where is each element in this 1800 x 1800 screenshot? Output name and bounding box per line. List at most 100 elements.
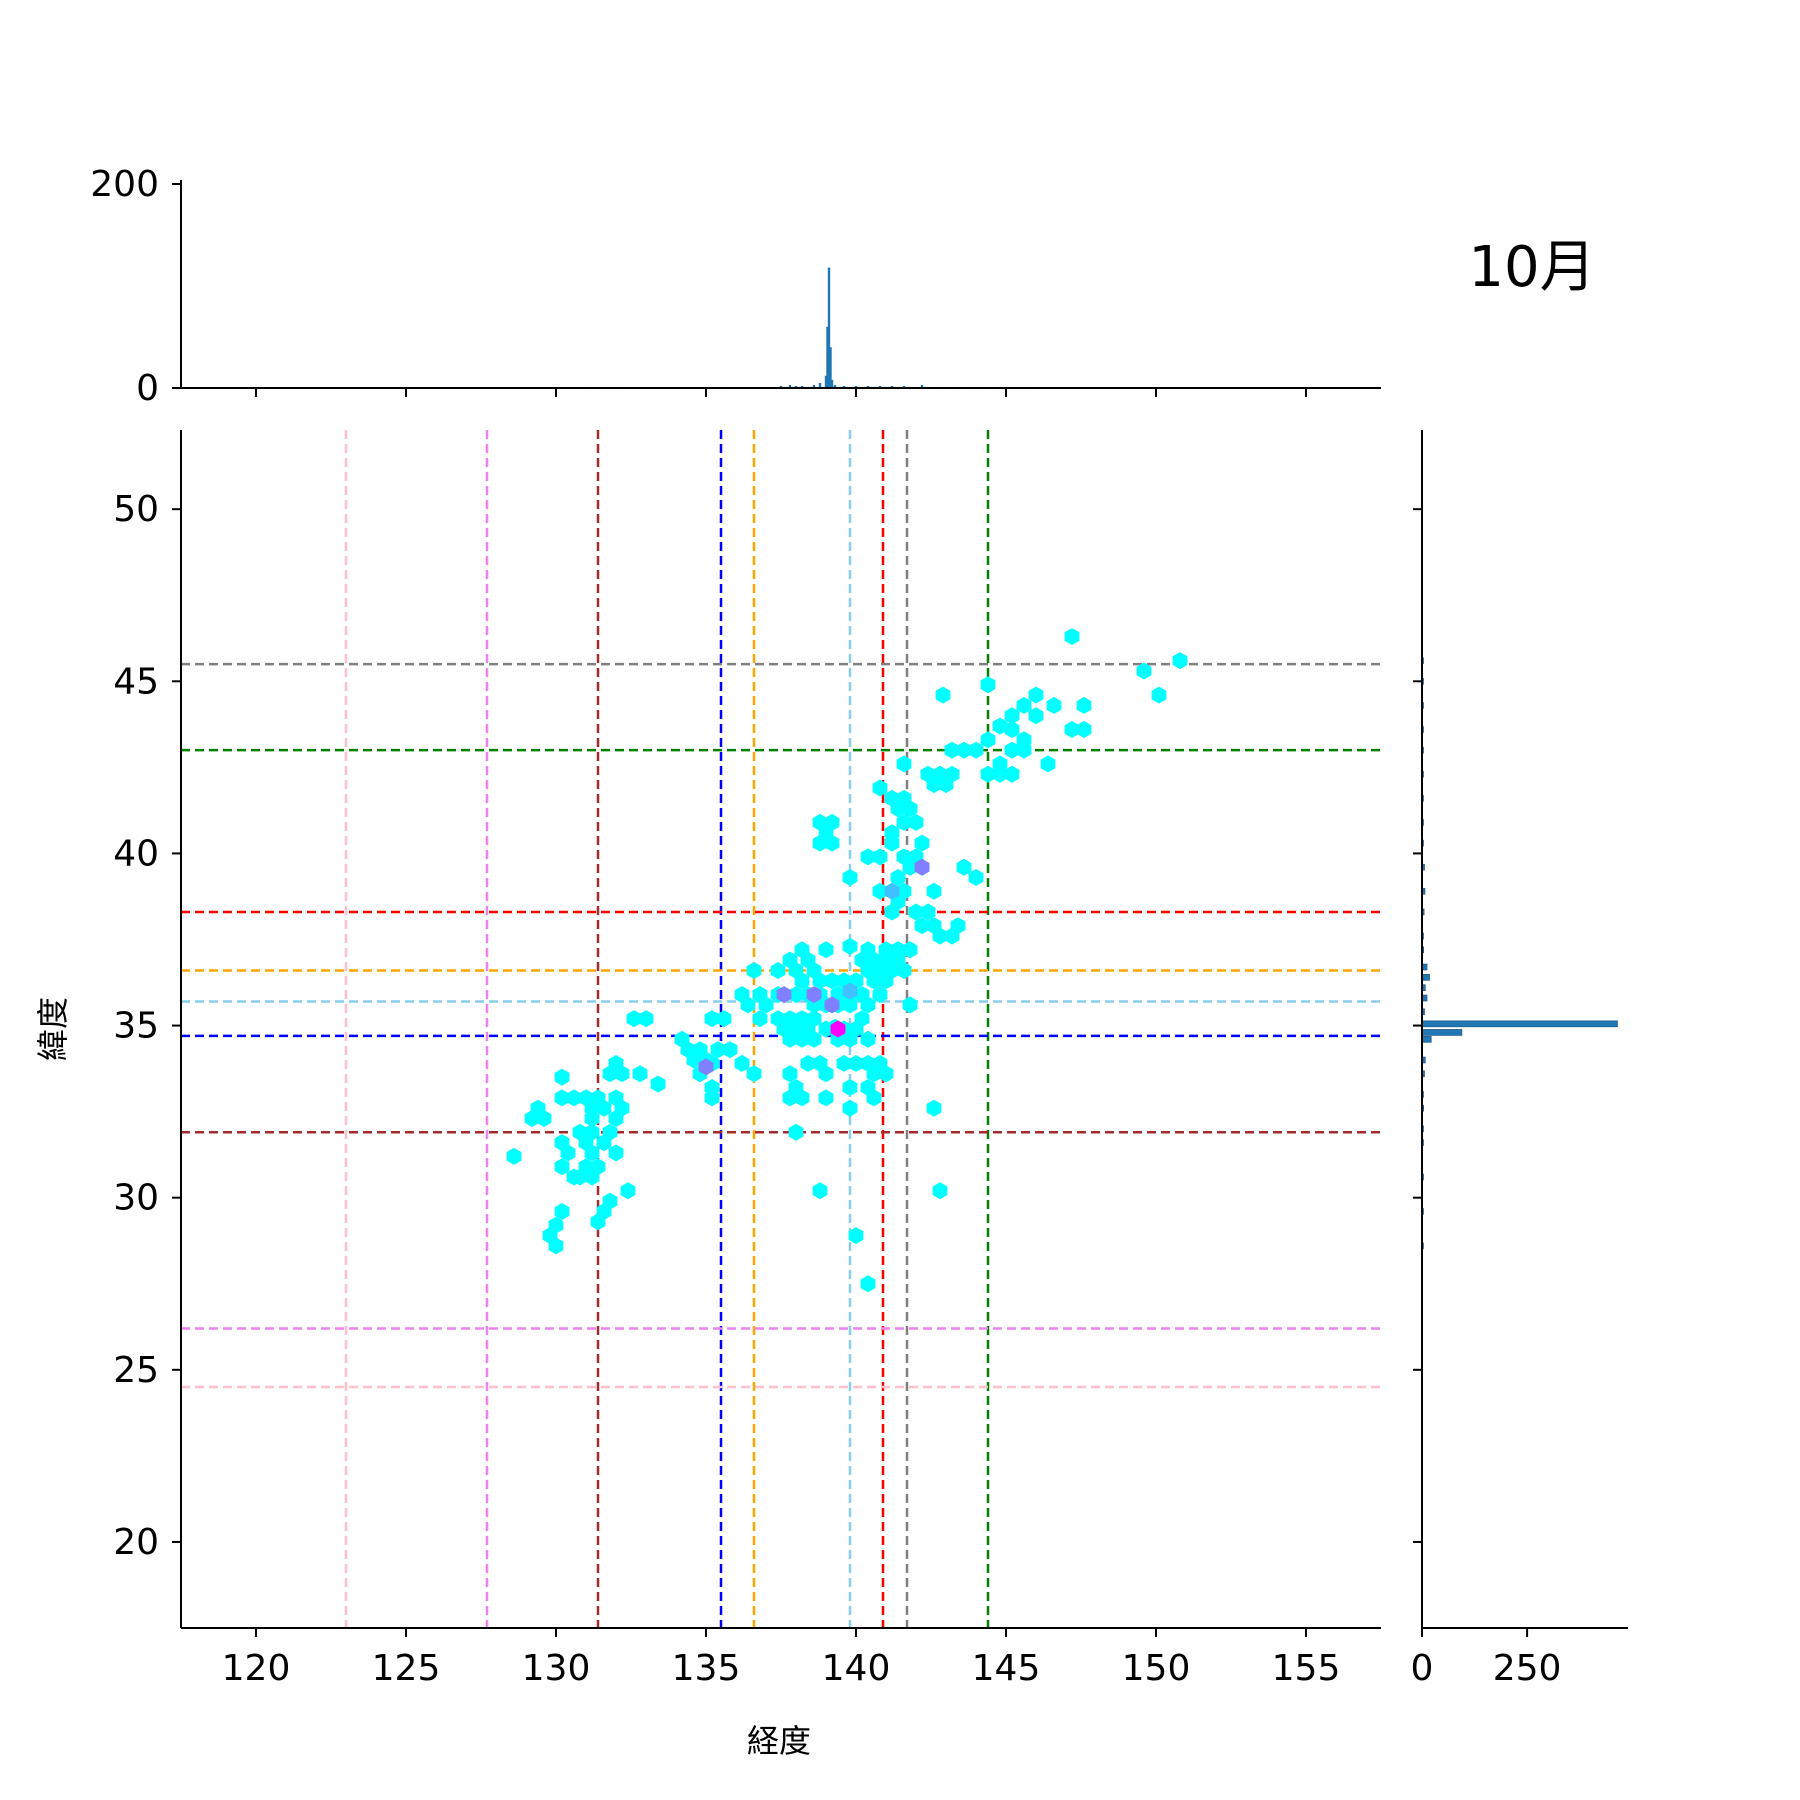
hexbin-cell xyxy=(926,776,942,794)
y-tick-label: 40 xyxy=(113,833,159,874)
hexbin-cell xyxy=(824,834,840,852)
reference-lines xyxy=(181,430,1381,1628)
marginal-x-bar xyxy=(800,385,804,388)
hexbin-cell xyxy=(1172,652,1188,670)
hexbin-cell xyxy=(608,1144,624,1162)
hexbin-cell xyxy=(596,1099,612,1117)
hexbin-cell xyxy=(686,1051,702,1069)
marginal-y-histogram: 0 250 xyxy=(1411,430,1628,1689)
marginal-x-bar xyxy=(829,347,832,388)
marginal-x-bar xyxy=(818,382,822,388)
hexbin-cell xyxy=(866,1089,882,1107)
hexbin-cell xyxy=(944,741,960,759)
hexbin-cell xyxy=(818,1089,834,1107)
hexbin-cell xyxy=(596,1134,612,1152)
hexbin-cell xyxy=(935,686,951,704)
hexbin-cell xyxy=(566,1089,582,1107)
hexbin-cell xyxy=(872,882,888,900)
marginal-y-bar xyxy=(1421,974,1430,981)
hexbin-cell-dense xyxy=(824,996,840,1014)
x-tick-label: 125 xyxy=(372,1648,441,1689)
hexbin-cell xyxy=(842,996,858,1014)
hexbin-cell xyxy=(980,676,996,694)
hexbin-cell xyxy=(1028,707,1044,725)
hexbin-cell xyxy=(956,858,972,876)
hexbin-cell xyxy=(836,1054,852,1072)
hexbin-cell xyxy=(746,1065,762,1083)
hexbin-cell xyxy=(524,1110,540,1127)
hexbin-cell-dense xyxy=(884,882,900,900)
hexbin-cell xyxy=(1016,741,1032,759)
marginal-x-y-tick-label: 0 xyxy=(136,368,159,409)
hexbin-cell xyxy=(884,903,900,921)
hexbin-cell xyxy=(812,972,828,990)
hexbin-cell xyxy=(1004,707,1020,725)
marginal-x-histogram: 0 200 xyxy=(90,164,1381,409)
hexbin-cell xyxy=(812,1182,828,1200)
hexbin-cell xyxy=(632,1065,648,1083)
marginal-y-bar xyxy=(1421,1020,1618,1028)
hexbin-cell xyxy=(746,962,762,979)
hexbin-cell xyxy=(1028,686,1044,704)
hexbin-cell xyxy=(1004,721,1020,738)
hexbin-cell xyxy=(1016,696,1032,714)
marginal-y-bars xyxy=(1421,657,1618,1250)
hexbin-cell xyxy=(902,941,918,959)
hexbin-cell-dense xyxy=(842,982,858,1000)
hexbin-cell xyxy=(818,941,834,959)
marginal-x-bar xyxy=(788,384,792,388)
hexbin-cell xyxy=(788,1123,804,1141)
hexbin-cell xyxy=(722,1041,738,1059)
hexbin-cell xyxy=(506,1147,522,1165)
hexbin-cell xyxy=(794,1089,810,1107)
hexbin-cell xyxy=(560,1144,576,1162)
hexbin-cell xyxy=(860,1275,876,1293)
hexbin-cell xyxy=(938,776,954,794)
hexbin-cell xyxy=(794,972,810,990)
hexbin-cell xyxy=(782,1065,798,1083)
hexbin-cell xyxy=(992,765,1008,783)
hexbin-cell xyxy=(584,1144,600,1162)
hexbin-cell xyxy=(884,834,900,852)
hexbin-cell xyxy=(704,1010,720,1028)
hexbin-cell xyxy=(1004,765,1020,783)
hexbin-cell xyxy=(926,1099,942,1117)
hexbin-cell xyxy=(818,1065,834,1083)
hexbin-cell xyxy=(896,813,912,831)
hexbin-cell xyxy=(932,1182,948,1200)
hexbin-cell xyxy=(908,813,924,831)
hexbin-cell xyxy=(554,1203,570,1220)
hexbin-cell xyxy=(866,1065,882,1083)
y-tick-label: 20 xyxy=(113,1522,159,1563)
hexbin-cell xyxy=(710,1041,726,1059)
marginal-x-y-tick-label: 200 xyxy=(90,164,159,205)
hexbin-cell xyxy=(860,996,876,1014)
x-tick-label: 145 xyxy=(972,1648,1041,1689)
hexbin-cell xyxy=(794,1030,810,1048)
hexbin-cell xyxy=(650,1075,666,1093)
marginal-x-bar xyxy=(827,267,831,388)
hexbin-cell xyxy=(1151,686,1167,704)
hexbin-cell xyxy=(968,741,984,759)
hexbin-cell xyxy=(584,1110,600,1127)
hexbin-cell xyxy=(752,1010,768,1028)
x-tick-label: 140 xyxy=(822,1648,891,1689)
x-tick-label: 120 xyxy=(222,1648,291,1689)
hexbin-cell xyxy=(896,755,912,773)
x-tick-label: 155 xyxy=(1272,1648,1341,1689)
marginal-x-bar xyxy=(878,385,882,388)
hexbin-cell xyxy=(812,834,828,852)
x-tick-label: 130 xyxy=(522,1648,591,1689)
hexbin-cell xyxy=(860,1030,876,1048)
hexbin-cell xyxy=(896,962,912,979)
hexbin-cell xyxy=(842,1099,858,1117)
hexbin-cell xyxy=(584,1168,600,1186)
hexbin-cell xyxy=(944,927,960,945)
hexbin-cell xyxy=(848,1054,864,1072)
hexbin-cell xyxy=(902,996,918,1014)
hexbin-cell xyxy=(842,937,858,955)
hexbin-cell xyxy=(716,1010,732,1028)
hexbin-cell xyxy=(992,717,1008,735)
hexbin-cell xyxy=(626,1010,642,1028)
